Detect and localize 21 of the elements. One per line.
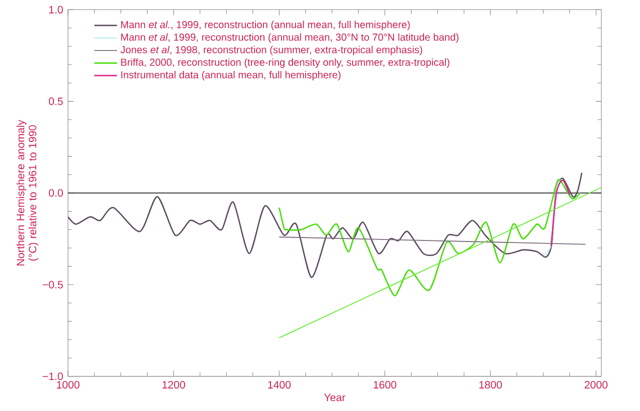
legend-label: Briffa, 2000, reconstruction (tree-ring density only, summer, extra-tropical) [121,58,450,68]
x-tick-label: 1600 [374,381,396,389]
line-series [550,179,570,247]
y-tick-label: −1.0 [42,372,63,380]
x-axis-title: Year [324,394,346,402]
y-tick-label: 0.0 [48,189,63,197]
y-tick-label: −0.5 [42,280,63,288]
y-tick-label: 1.0 [49,6,63,14]
x-tick-label: 1200 [162,381,186,389]
x-tick-label: 1800 [479,381,502,389]
legend-label: Mann et al, 1999, reconstruction (annual mean, 30°N to 70°N latitude band) [121,33,458,43]
line-series [68,172,582,278]
y-tick-label: 0.5 [48,98,63,106]
legend-label: Mann et al., 1999, reconstruction (annual mean, full hemisphere) [121,20,410,30]
line-series [278,179,581,296]
y-axis-title: Northern Hemisphere anomaly (°C) relative to 1961 to 1990 [16,120,38,266]
x-tick-label: 1000 [56,381,80,389]
legend-label: Jones et al, 1998, reconstruction (summer, extra-tropical emphasis) [120,46,422,56]
x-tick-label: 1400 [268,381,291,389]
legend-label: Instrumental data (annual mean, full hemisphere) [121,70,340,80]
x-tick-label: 2000 [584,381,608,389]
